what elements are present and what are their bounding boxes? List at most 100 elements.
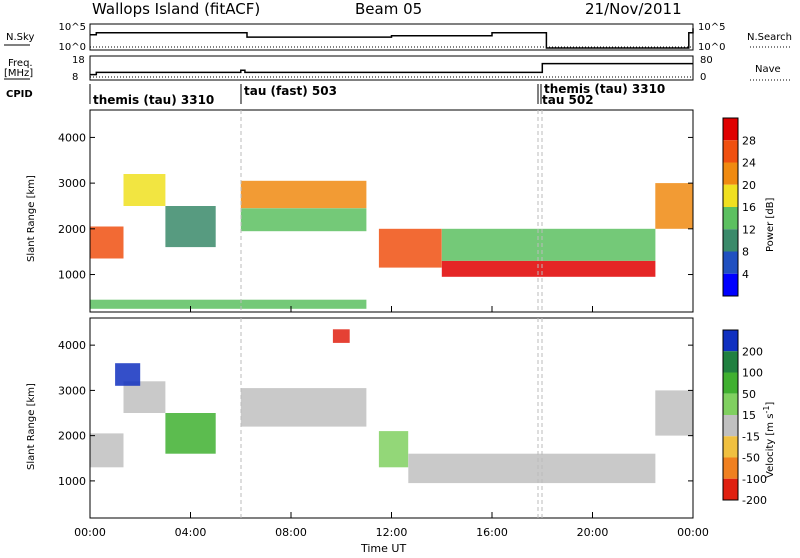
colorbar-tick-label: -100 xyxy=(742,473,767,486)
y-tick-label: 4000 xyxy=(58,131,86,144)
colorbar-tick-label: -50 xyxy=(742,452,760,465)
colorbar-tick-label: 8 xyxy=(742,246,749,259)
colorbar-tick-label: 50 xyxy=(742,388,756,401)
colorbar-swatch xyxy=(723,393,738,415)
velocity-region xyxy=(332,329,350,343)
x-tick-label: 08:00 xyxy=(275,526,307,539)
colorbar-tick-label: 16 xyxy=(742,201,756,214)
cpid-segment-2: tau (fast) 503 xyxy=(244,84,337,98)
freq-tick-bottom: 8 xyxy=(72,72,78,83)
velocity-y-axis: 1000 2000 3000 4000 xyxy=(58,339,693,488)
cpid-segment-4: themis (tau) 3310 xyxy=(544,82,665,96)
nsky-tick-top: 10^5 xyxy=(59,22,86,33)
colorbar-swatch xyxy=(723,184,738,207)
velocity-colorbar-title: Velocity [m s-1] xyxy=(762,402,776,478)
power-region xyxy=(90,226,124,259)
nsky-tick-bottom: 10^0 xyxy=(59,42,86,53)
y-tick-label: 2000 xyxy=(58,430,86,443)
x-axis-label: Time UT xyxy=(360,542,406,554)
nsky-series-line xyxy=(90,28,694,49)
velocity-y-label: Slant Range [km] xyxy=(26,383,37,470)
colorbar-tick-label: -200 xyxy=(742,494,767,507)
nave-label: Nave xyxy=(755,64,781,75)
freq-label-bottom: [MHz] xyxy=(4,68,33,79)
colorbar-tick-label: 24 xyxy=(742,157,756,170)
velocity-region xyxy=(115,363,141,386)
beam-title: Beam 05 xyxy=(355,0,422,18)
power-region xyxy=(655,183,693,229)
colorbar-swatch xyxy=(723,330,738,352)
nsearch-tick-top: 10^5 xyxy=(698,22,725,33)
x-tick-label: 16:00 xyxy=(476,526,508,539)
power-y-label: Slant Range [km] xyxy=(26,175,37,262)
velocity-region xyxy=(90,433,124,468)
velocity-region xyxy=(165,413,216,454)
nsky-frame xyxy=(89,23,694,51)
power-region xyxy=(378,228,442,268)
colorbar-tick-label: 100 xyxy=(742,367,763,380)
power-colorbar-title: Power [dB] xyxy=(765,197,776,252)
cpid-panel: CPID themis (tau) 3310 tau (fast) 503 ta… xyxy=(6,82,665,107)
freq-series-line xyxy=(90,62,693,76)
y-tick-label: 3000 xyxy=(58,177,86,190)
colorbar-frame xyxy=(722,329,739,501)
colorbar-tick-label: 20 xyxy=(742,179,756,192)
power-heatmap xyxy=(90,174,693,309)
nsky-label: N.Sky xyxy=(6,32,34,43)
colorbar-swatch xyxy=(723,351,738,373)
velocity-title-main: Velocity [m s xyxy=(765,414,776,478)
nave-tick-bottom: 0 xyxy=(700,72,706,83)
velocity-region xyxy=(123,381,166,413)
colorbar-swatch xyxy=(723,372,738,394)
freq-frame xyxy=(89,55,694,81)
cpid-segment-1: themis (tau) 3310 xyxy=(93,93,214,107)
y-tick-label: 4000 xyxy=(58,339,86,352)
x-tick-label: 04:00 xyxy=(175,526,207,539)
colorbar-swatch xyxy=(723,273,738,296)
power-region xyxy=(123,174,166,206)
nsearch-tick-bottom: 10^0 xyxy=(698,42,725,53)
colorbar-tick-label: 12 xyxy=(742,223,756,236)
nave-tick-top: 80 xyxy=(700,55,713,66)
x-tick-label: 00:00 xyxy=(677,526,709,539)
colorbar-tick-label: 4 xyxy=(742,268,749,281)
power-panel: 1000 2000 3000 4000 Slant Range [km] xyxy=(26,109,694,313)
y-tick-label: 3000 xyxy=(58,384,86,397)
freq-label-top: Freq. xyxy=(8,58,33,69)
x-tick-label: 20:00 xyxy=(577,526,609,539)
colorbar-swatch xyxy=(723,436,738,458)
power-region xyxy=(240,208,367,232)
velocity-panel: 1000 2000 3000 4000 Slant Range [km] xyxy=(26,317,694,519)
colorbar-swatch xyxy=(723,162,738,185)
colorbar-tick-label: 200 xyxy=(742,345,763,358)
y-tick-label: 2000 xyxy=(58,223,86,236)
power-region xyxy=(90,299,367,309)
freq-tick-top: 18 xyxy=(72,55,85,66)
colorbar-frame xyxy=(722,117,739,297)
cpid-label: CPID xyxy=(6,89,33,100)
velocity-heatmap xyxy=(90,329,693,484)
power-region xyxy=(165,206,216,248)
colorbar-swatch xyxy=(723,478,738,500)
power-y-axis: 1000 2000 3000 4000 xyxy=(58,131,693,282)
velocity-region xyxy=(655,390,693,436)
colorbar-tick-label: 28 xyxy=(742,134,756,147)
velocity-region xyxy=(408,453,656,484)
station-title: Wallops Island (fitACF) xyxy=(92,0,260,18)
colorbar-tick-label: -15 xyxy=(742,430,760,443)
y-tick-label: 1000 xyxy=(58,475,86,488)
velocity-colorbar: 200 100 50 15 -15 -50 -100 -200 xyxy=(722,329,767,507)
colorbar-tick-label: 15 xyxy=(742,409,756,422)
date-title: 21/Nov/2011 xyxy=(585,0,682,18)
colorbar-swatch xyxy=(723,229,738,252)
velocity-title-end: ] xyxy=(765,402,776,406)
freq-panel: Freq. [MHz] 18 8 80 0 Nave xyxy=(4,55,790,83)
colorbar-swatch xyxy=(723,457,738,479)
power-colorbar: 28 24 20 16 12 8 4 xyxy=(722,117,756,297)
colorbar-swatch xyxy=(723,140,738,163)
velocity-title-sup: -1 xyxy=(762,406,771,414)
colorbar-swatch xyxy=(723,251,738,274)
nsky-panel: N.Sky 10^5 10^0 10^5 10^0 N.Search xyxy=(4,22,792,53)
